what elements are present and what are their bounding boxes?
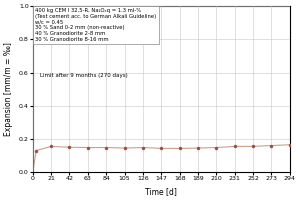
Y-axis label: Expansion [mm/m = ‰]: Expansion [mm/m = ‰] bbox=[4, 42, 13, 136]
X-axis label: Time [d]: Time [d] bbox=[146, 187, 177, 196]
Text: Limit after 9 months (270 days): Limit after 9 months (270 days) bbox=[40, 73, 128, 78]
Text: 400 kg CEM I 32.5-R, Na₂Oₑq = 1.3 ml-%
(Test cement acc. to German Alkali Guidel: 400 kg CEM I 32.5-R, Na₂Oₑq = 1.3 ml-% (… bbox=[35, 8, 157, 42]
